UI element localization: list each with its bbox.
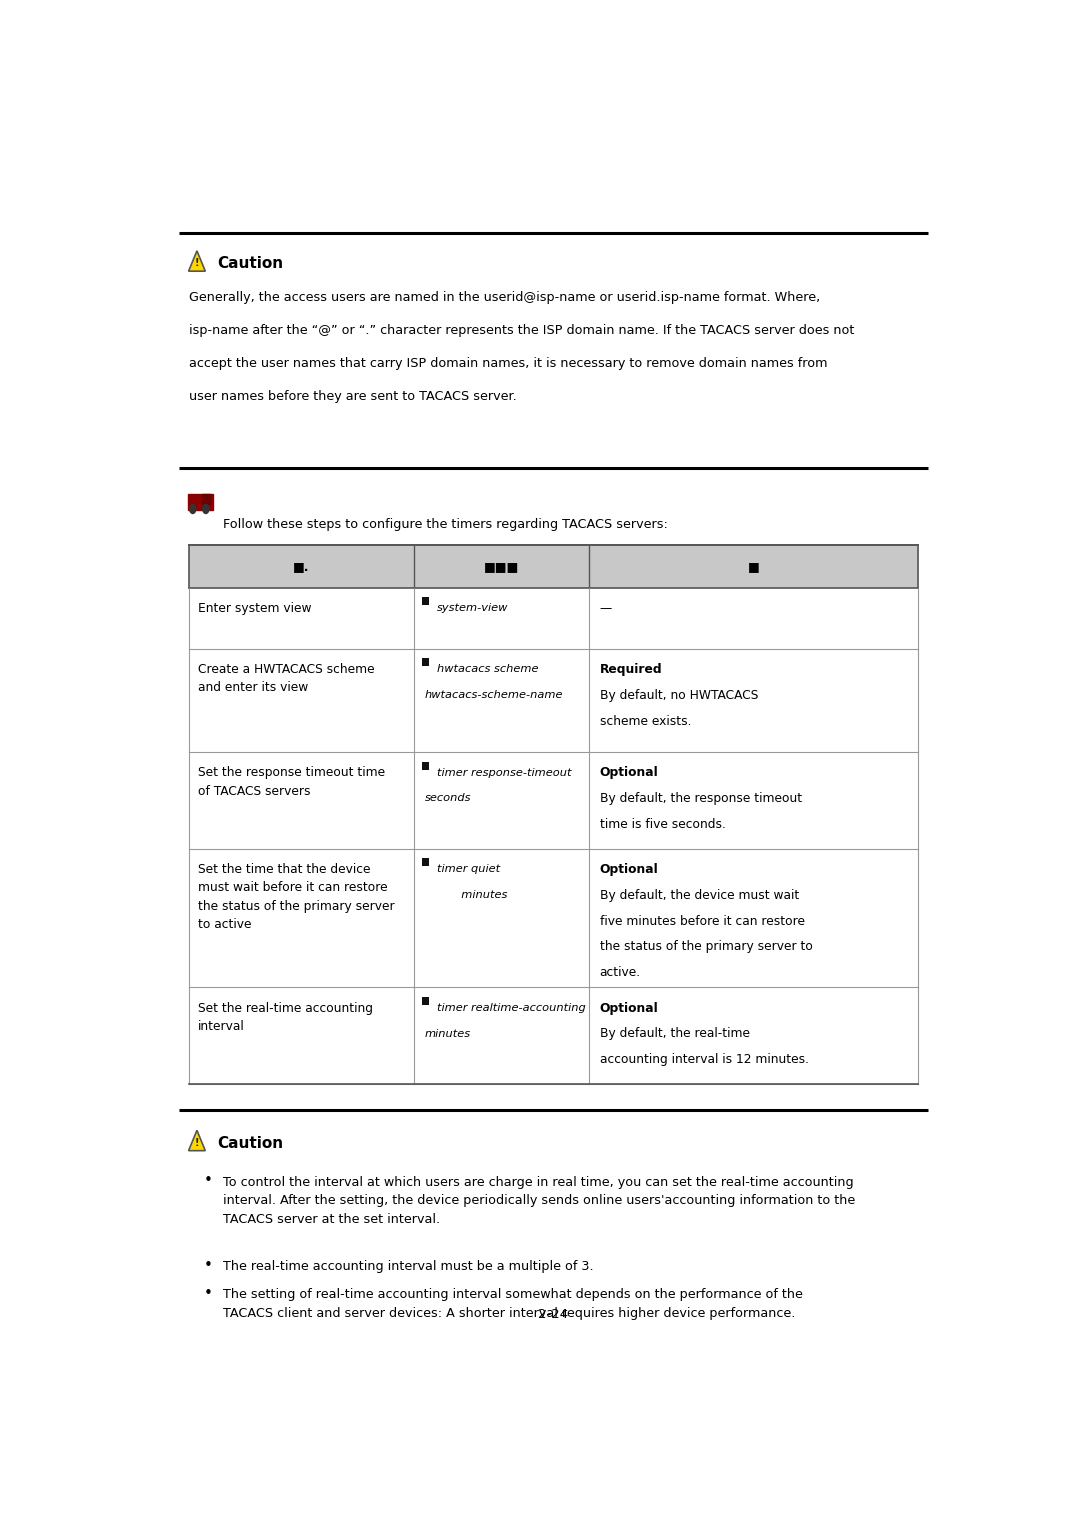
Text: Caution: Caution — [217, 257, 283, 272]
Text: •: • — [204, 1258, 213, 1274]
Text: accounting interval is 12 minutes.: accounting interval is 12 minutes. — [599, 1054, 809, 1066]
Text: Optional: Optional — [599, 1002, 659, 1014]
FancyBboxPatch shape — [422, 997, 429, 1005]
Text: scheme exists.: scheme exists. — [599, 715, 691, 728]
Text: user names before they are sent to TACACS server.: user names before they are sent to TACAC… — [189, 391, 517, 403]
Text: the status of the primary server to: the status of the primary server to — [599, 941, 812, 953]
Text: Caution: Caution — [217, 1136, 283, 1151]
Circle shape — [202, 504, 210, 515]
Text: accept the user names that carry ISP domain names, it is necessary to remove dom: accept the user names that carry ISP dom… — [189, 357, 828, 370]
Text: By default, no HWTACACS: By default, no HWTACACS — [599, 689, 758, 702]
Circle shape — [189, 504, 197, 515]
FancyBboxPatch shape — [422, 762, 429, 770]
Text: By default, the device must wait: By default, the device must wait — [599, 889, 799, 902]
Text: Optional: Optional — [599, 863, 659, 876]
Text: time is five seconds.: time is five seconds. — [599, 818, 726, 831]
Text: ■■■: ■■■ — [484, 560, 519, 573]
Text: timer realtime-accounting: timer realtime-accounting — [437, 1003, 586, 1012]
Text: timer response-timeout: timer response-timeout — [437, 768, 571, 777]
Text: ■: ■ — [747, 560, 759, 573]
Text: The real-time accounting interval must be a multiple of 3.: The real-time accounting interval must b… — [222, 1260, 594, 1274]
FancyBboxPatch shape — [422, 858, 429, 866]
Text: hwtacacs scheme: hwtacacs scheme — [437, 664, 539, 673]
Text: •: • — [204, 1286, 213, 1301]
Text: Enter system view: Enter system view — [198, 602, 311, 615]
Text: system-view: system-view — [437, 603, 509, 612]
Text: ■.: ■. — [294, 560, 310, 573]
Text: By default, the real-time: By default, the real-time — [599, 1028, 750, 1040]
Text: 2-24: 2-24 — [539, 1307, 568, 1321]
FancyBboxPatch shape — [189, 545, 918, 588]
Text: The setting of real-time accounting interval somewhat depends on the performance: The setting of real-time accounting inte… — [222, 1289, 802, 1319]
Text: Set the real-time accounting
interval: Set the real-time accounting interval — [198, 1002, 373, 1034]
Text: !: ! — [194, 258, 199, 269]
Text: timer quiet: timer quiet — [437, 864, 500, 873]
Text: Follow these steps to configure the timers regarding TACACS servers:: Follow these steps to configure the time… — [222, 518, 667, 531]
Text: Set the response timeout time
of TACACS servers: Set the response timeout time of TACACS … — [198, 767, 384, 799]
Text: isp-name after the “@” or “.” character represents the ISP domain name. If the T: isp-name after the “@” or “.” character … — [189, 324, 854, 337]
Text: Set the time that the device
must wait before it can restore
the status of the p: Set the time that the device must wait b… — [198, 863, 394, 931]
Text: By default, the response timeout: By default, the response timeout — [599, 793, 801, 805]
Text: •: • — [204, 1173, 213, 1188]
FancyBboxPatch shape — [422, 658, 429, 666]
FancyBboxPatch shape — [188, 493, 213, 510]
Text: seconds: seconds — [424, 794, 471, 803]
Text: five minutes before it can restore: five minutes before it can restore — [599, 915, 805, 927]
Text: —: — — [599, 602, 611, 615]
Text: To control the interval at which users are charge in real time, you can set the : To control the interval at which users a… — [222, 1176, 855, 1226]
Text: Required: Required — [599, 663, 662, 676]
Text: active.: active. — [599, 967, 640, 979]
Polygon shape — [189, 1130, 205, 1151]
Text: minutes: minutes — [424, 1029, 471, 1038]
FancyBboxPatch shape — [422, 597, 429, 605]
Text: Optional: Optional — [599, 767, 659, 779]
Polygon shape — [189, 250, 205, 272]
Text: hwtacacs-scheme-name: hwtacacs-scheme-name — [424, 690, 563, 699]
Text: Generally, the access users are named in the userid@isp-name or userid.isp-name : Generally, the access users are named in… — [189, 292, 821, 304]
FancyBboxPatch shape — [202, 495, 211, 504]
Text: Create a HWTACACS scheme
and enter its view: Create a HWTACACS scheme and enter its v… — [198, 663, 375, 695]
Text: minutes: minutes — [424, 890, 507, 899]
Text: !: ! — [194, 1138, 199, 1147]
